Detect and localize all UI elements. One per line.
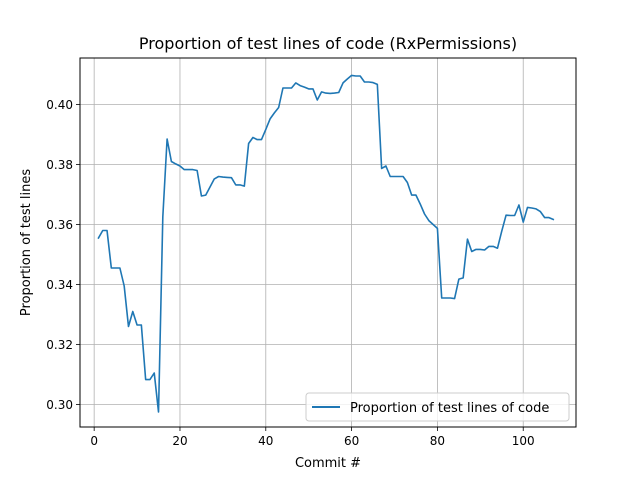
x-tick-label: 20 xyxy=(172,434,187,448)
y-tick-label: 0.32 xyxy=(46,338,73,352)
x-tick-label: 0 xyxy=(90,434,98,448)
chart-title: Proportion of test lines of code (RxPerm… xyxy=(139,34,517,53)
grid-lines xyxy=(80,58,576,427)
x-tick-label: 100 xyxy=(512,434,535,448)
legend: Proportion of test lines of code xyxy=(305,392,570,422)
x-tick-label: 80 xyxy=(430,434,445,448)
x-tick-label: 60 xyxy=(344,434,359,448)
y-tick-label: 0.36 xyxy=(46,218,73,232)
x-tick-label: 40 xyxy=(258,434,273,448)
series-line xyxy=(97,74,555,413)
y-tick-label: 0.38 xyxy=(46,158,73,172)
y-tick-label: 0.40 xyxy=(46,98,73,112)
axis-ticks: 0 20 40 60 80 100 0.30 0.32 0.34 0.36 0.38 0.40 xyxy=(46,98,534,448)
plot-area-frame xyxy=(79,57,577,428)
y-axis-label: Proportion of test lines xyxy=(19,169,34,316)
legend-label: Proportion of test lines of code xyxy=(350,401,549,416)
y-tick-label: 0.30 xyxy=(46,398,73,412)
y-tick-label: 0.34 xyxy=(46,278,73,292)
x-axis-label: Commit # xyxy=(295,456,361,471)
legend-box xyxy=(305,392,570,422)
series-layer xyxy=(97,74,555,413)
